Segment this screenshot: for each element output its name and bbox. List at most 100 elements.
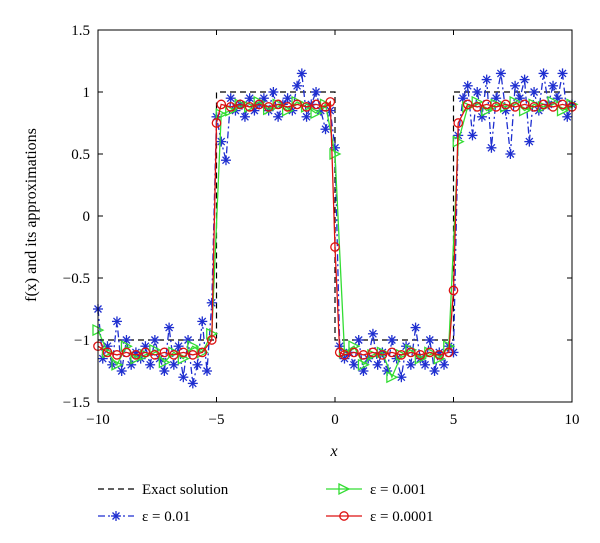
legend-label: ε = 0.0001 [370,509,434,525]
series-1-point [220,155,231,166]
series-1-point [467,130,478,141]
y-tick-label: −0.5 [63,271,90,287]
series-1-point [462,80,473,91]
series-1-point [386,335,397,345]
series-2-point [149,343,162,356]
series-3-point [140,347,151,358]
y-tick-label: 0 [83,209,91,225]
series-1-point [311,87,322,97]
series-2-point [196,346,209,359]
series-3-point [112,350,122,360]
series-3-point [211,118,222,128]
series-1-point [548,80,559,91]
series-2-point [414,352,427,365]
series-1-point [268,87,279,97]
series-1-point [410,322,421,333]
series-3-point [481,99,492,110]
series-1-point [486,142,497,153]
series-3-line [97,100,573,356]
series-1-point [538,68,549,79]
series-3-point [334,347,345,358]
legend-exact: Exact solution [98,482,229,498]
series-1-point [192,359,203,370]
legend-eps-0.01: ε = 0.01 [98,509,191,525]
series-3-point [121,347,132,358]
series-3-point [368,347,378,358]
series-3-point [131,350,141,360]
x-tick-label: −10 [86,412,109,428]
series-1-point [202,366,213,376]
series-3-point [178,347,189,358]
x-tick-label: 5 [450,412,458,428]
tick-labels: −10 −5 0 5 10 1.5 1 0.5 0 −0.5 −1 −1.5 [63,23,580,428]
series-2-point [187,340,200,353]
series-3-point [301,102,312,112]
series-1-point [282,93,293,104]
series-3-point [387,347,397,358]
series-1-point [301,111,312,122]
series-3-point [102,347,113,358]
series-2-point [215,108,228,121]
y-tick-label: 1.5 [71,23,90,39]
series-3-point [349,347,359,358]
legend-eps-0.001: ε = 0.001 [326,482,426,498]
x-axis-title: x [329,443,337,460]
y-tick-label: −1 [74,333,90,349]
series-1-point [239,111,250,122]
y-tick-label: −1.5 [63,395,90,411]
series-1-point [244,93,255,104]
series-1-point [149,335,160,345]
series-1-point [424,335,435,345]
series-3-point [453,118,464,128]
series-3-point [311,99,321,110]
series-3-point [396,350,407,360]
series-3-point [519,99,530,110]
y-tick-label: 1 [83,85,91,101]
series-1-point [197,316,208,327]
series-3-point [273,99,283,110]
series-1-point [505,149,516,159]
y-tick-label: 0.5 [71,147,90,163]
series-1-point [159,366,170,376]
series-2-point [547,95,560,108]
series-3-point [405,347,416,358]
series-1-point [353,335,364,345]
series-3-point [538,99,549,110]
series-1-point [206,297,217,308]
series-2-point [300,100,314,113]
series-3-point [500,99,511,110]
series-3-point [187,350,198,360]
series-1-point [225,93,236,104]
legend: Exact solution ε = 0.001 ε = 0.01 ε = 0.000… [98,482,434,525]
y-axis-title: f(x) and its approximations [23,128,40,302]
legend-marker [339,511,349,521]
series-1-point [348,359,359,370]
series-1-point [420,359,431,370]
series-2-point [158,356,171,369]
series-3-point [415,350,426,360]
series-2-point [471,95,484,108]
legend-label: ε = 0.01 [142,509,191,525]
series-1-point [168,359,179,370]
series-3-point [254,99,265,110]
axes [97,29,573,403]
series-3-point [325,97,336,107]
series-1-point [429,366,440,376]
legend-marker [338,482,351,496]
series-1-point [562,111,573,122]
series-2-point [310,107,323,120]
series-3-point [263,102,274,112]
legend-label: Exact solution [142,482,229,498]
series-1-point [472,87,483,97]
series-3-point [548,102,558,112]
series-3-point [168,350,179,360]
series-3-point [434,350,445,360]
series-1-point [292,80,303,91]
series-2-point [130,352,143,365]
series-3-point [462,99,473,110]
series-3-point [225,102,236,112]
series-1-point [529,87,540,97]
legend-marker [111,511,121,521]
series-2-point [386,371,399,384]
